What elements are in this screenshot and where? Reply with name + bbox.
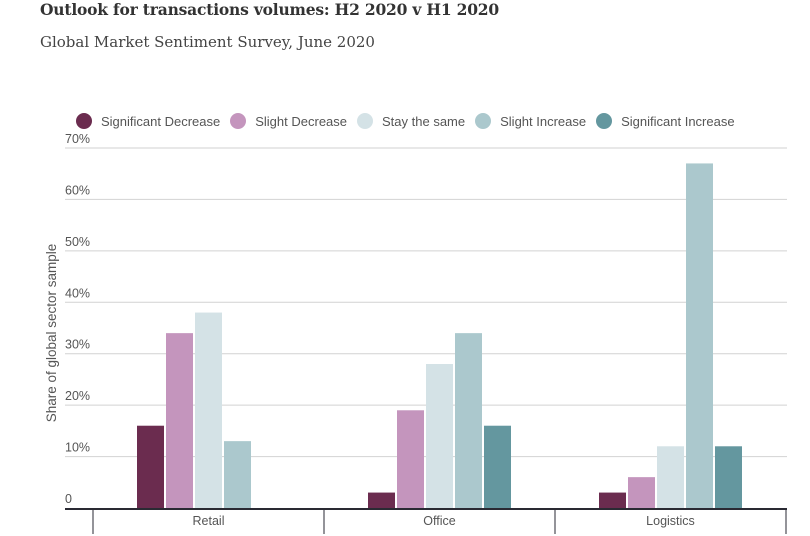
legend-label: Significant Decrease bbox=[101, 113, 221, 129]
legend-label: Stay the same bbox=[382, 113, 466, 129]
y-tick-label: 20% bbox=[65, 389, 90, 403]
bar-office-significant-increase bbox=[484, 425, 511, 508]
bar-logistics-significant-decrease bbox=[599, 492, 626, 508]
legend-item: Significant Increase bbox=[596, 113, 735, 129]
y-tick-label: 10% bbox=[65, 441, 90, 455]
y-tick-label: 50% bbox=[65, 235, 90, 249]
y-tick-label: 70% bbox=[65, 132, 90, 146]
bar-logistics-slight-decrease bbox=[628, 477, 655, 508]
legend-swatch bbox=[76, 113, 92, 129]
x-tick-label: Retail bbox=[193, 514, 225, 528]
y-axis-label: Share of global sector sample bbox=[44, 244, 59, 423]
y-tick-label: 30% bbox=[65, 338, 90, 352]
bar-office-slight-increase bbox=[455, 333, 482, 508]
bar-office-stay-the-same bbox=[426, 364, 453, 508]
y-tick-label: 40% bbox=[65, 286, 90, 300]
legend-label: Significant Increase bbox=[621, 113, 735, 129]
legend-item: Significant Decrease bbox=[76, 113, 220, 129]
bar-retail-slight-decrease bbox=[166, 333, 193, 508]
x-tick-label: Office bbox=[423, 514, 455, 528]
legend-swatch bbox=[475, 113, 492, 129]
bar-office-significant-decrease bbox=[368, 492, 395, 508]
bar-retail-stay-the-same bbox=[195, 312, 222, 508]
bar-logistics-stay-the-same bbox=[657, 446, 684, 508]
legend-swatch bbox=[596, 113, 613, 129]
chart-subtitle: Global Market Sentiment Survey, June 202… bbox=[40, 33, 375, 51]
bar-logistics-slight-increase bbox=[686, 163, 713, 508]
legend-item: Slight Increase bbox=[475, 113, 586, 129]
bar-office-slight-decrease bbox=[397, 410, 424, 508]
legend: Significant Decrease Slight Decrease Stay … bbox=[76, 113, 745, 129]
legend-item: Stay the same bbox=[357, 113, 465, 129]
legend-swatch bbox=[230, 113, 247, 129]
bar-retail-slight-increase bbox=[224, 441, 251, 508]
legend-item: Slight Decrease bbox=[230, 113, 347, 129]
legend-swatch bbox=[357, 113, 374, 129]
legend-label: Slight Increase bbox=[500, 113, 587, 129]
legend-label: Slight Decrease bbox=[255, 113, 348, 129]
chart-title: Outlook for transactions volumes: H2 202… bbox=[40, 0, 499, 19]
y-tick-label: 60% bbox=[65, 183, 90, 197]
x-tick-label: Logistics bbox=[646, 514, 695, 528]
bar-retail-significant-decrease bbox=[137, 425, 164, 508]
bar-logistics-significant-increase bbox=[715, 446, 742, 508]
y-tick-label: 0 bbox=[65, 492, 72, 506]
